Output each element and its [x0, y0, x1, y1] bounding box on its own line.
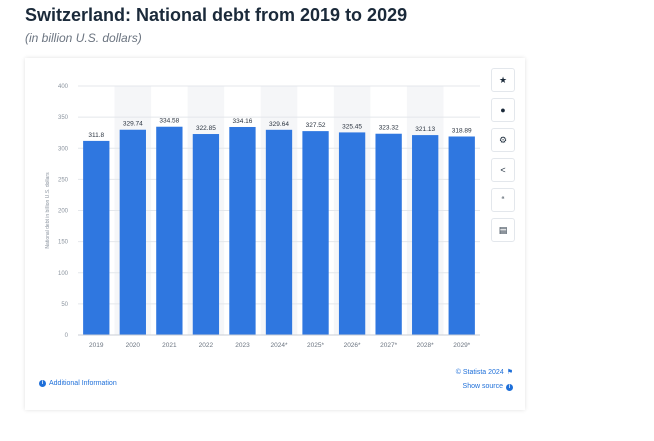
data-label: 327.52	[306, 122, 326, 129]
bar[interactable]	[156, 126, 183, 335]
data-label: 329.64	[269, 121, 289, 128]
copyright-text: © Statista 2024	[455, 369, 504, 376]
quote-icon[interactable]: “	[491, 188, 515, 212]
y-tick-label: 0	[65, 333, 69, 339]
bar[interactable]	[302, 131, 329, 335]
bar[interactable]	[192, 134, 220, 335]
star-icon[interactable]: ★	[491, 68, 515, 92]
x-tick-label: 2021	[162, 342, 177, 349]
y-axis-label: National debt in billion U.S. dollars	[45, 172, 51, 249]
x-tick-label: 2024*	[271, 342, 288, 349]
bell-icon[interactable]: ●	[491, 98, 515, 122]
chart-toolbar: ★ ● ⚙ < “ ▤	[491, 68, 517, 248]
y-tick-label: 400	[58, 84, 69, 90]
share-icon[interactable]: <	[491, 158, 515, 182]
x-tick-label: 2028*	[417, 342, 434, 349]
bar[interactable]	[338, 132, 366, 335]
statista-copyright[interactable]: © Statista 2024 ⚑	[456, 366, 513, 380]
data-label: 321.13	[415, 126, 435, 133]
page-title: Switzerland: National debt from 2019 to …	[25, 5, 408, 25]
print-icon[interactable]: ▤	[491, 218, 515, 242]
y-tick-label: 200	[58, 209, 69, 215]
x-tick-label: 2026*	[344, 342, 361, 349]
y-tick-label: 300	[58, 146, 69, 152]
data-label: 329.74	[123, 121, 143, 128]
additional-information-link[interactable]: i Additional Information	[39, 380, 117, 387]
x-tick-label: 2019	[89, 342, 104, 349]
gear-icon[interactable]: ⚙	[491, 128, 515, 152]
data-label: 334.58	[159, 118, 179, 125]
data-label: 325.45	[342, 123, 362, 130]
data-label: 318.89	[452, 127, 472, 134]
flag-icon: ⚑	[506, 369, 513, 376]
y-tick-label: 50	[61, 302, 68, 308]
show-source-link[interactable]: Show source i	[456, 380, 513, 394]
x-tick-label: 2022	[199, 342, 214, 349]
bar-chart: 0 50 100 150 200 250 300 350 400 National debt in…	[45, 84, 480, 349]
bar[interactable]	[265, 129, 293, 335]
bar[interactable]	[83, 140, 110, 335]
x-tick-label: 2029*	[453, 342, 470, 349]
x-tick-label: 2025*	[307, 342, 324, 349]
bar[interactable]	[448, 136, 475, 335]
source-block: © Statista 2024 ⚑ Show source i	[456, 366, 513, 394]
x-tick-label: 2020	[126, 342, 141, 349]
page-subtitle: (in billion U.S. dollars)	[25, 31, 142, 45]
bar[interactable]	[119, 129, 146, 335]
bar[interactable]	[412, 135, 439, 335]
additional-information-label: Additional Information	[49, 380, 117, 387]
bar[interactable]	[375, 133, 402, 335]
data-label: 322.85	[196, 125, 216, 132]
info-icon: i	[506, 384, 513, 391]
info-icon: i	[39, 380, 46, 387]
show-source-label: Show source	[462, 383, 503, 390]
chart-card: 0 50 100 150 200 250 300 350 400 National debt in…	[25, 58, 525, 410]
bar[interactable]	[229, 126, 256, 335]
x-tick-label: 2023	[235, 342, 250, 349]
y-tick-label: 150	[58, 240, 69, 246]
y-tick-label: 350	[58, 115, 69, 121]
x-tick-label: 2027*	[380, 342, 397, 349]
data-label: 323.32	[379, 125, 399, 132]
data-label: 311.8	[88, 132, 104, 139]
y-tick-label: 250	[58, 177, 69, 183]
y-tick-label: 100	[58, 271, 69, 277]
data-label: 334.16	[233, 118, 253, 125]
